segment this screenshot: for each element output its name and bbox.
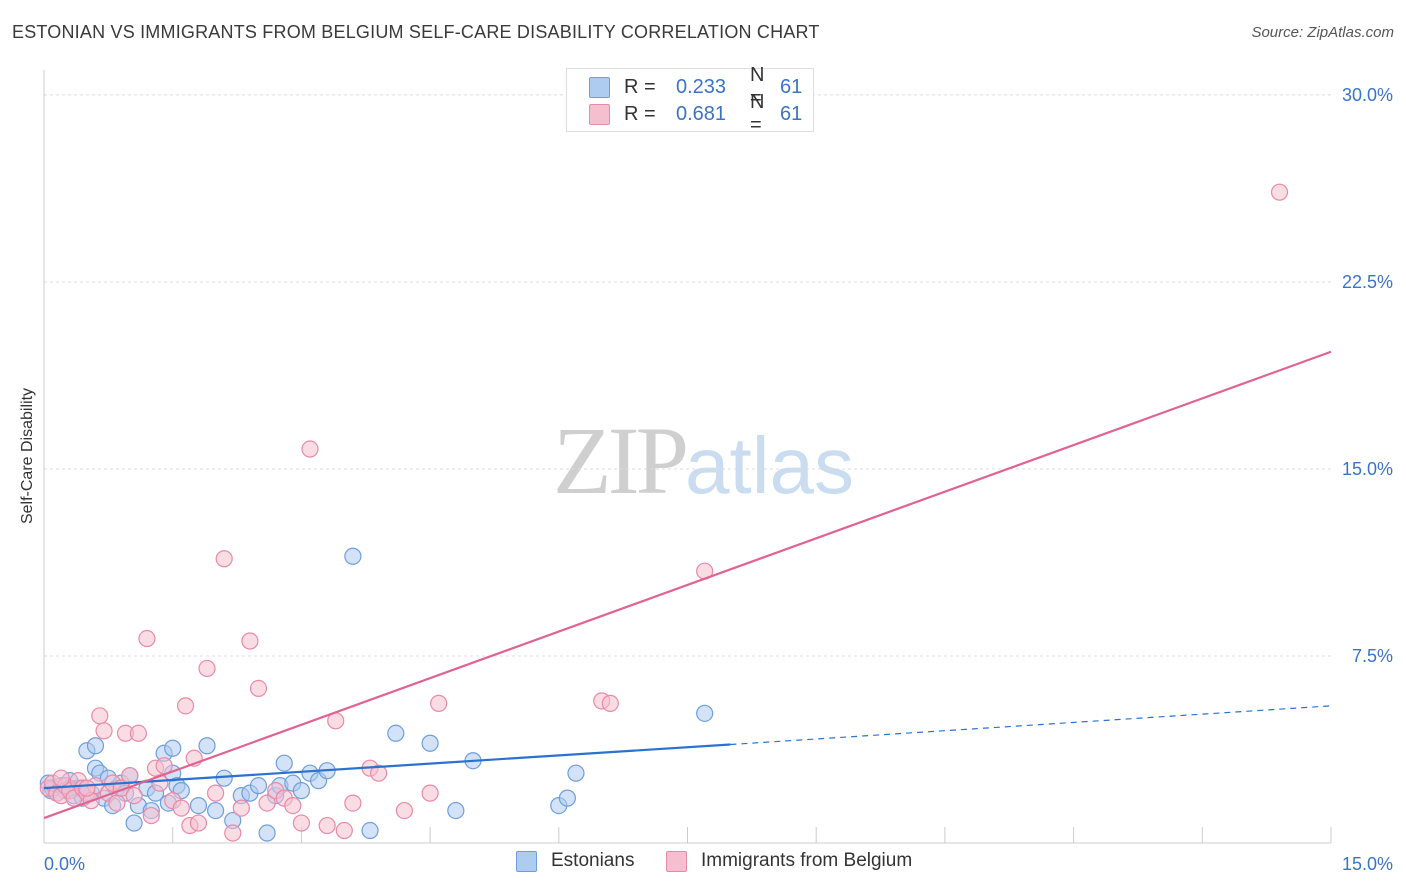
point-belgium [430,694,448,712]
point-estonians [292,782,310,800]
point-estonians [275,754,293,772]
point-estonians [198,737,216,755]
chart-title: ESTONIAN VS IMMIGRANTS FROM BELGIUM SELF… [12,22,820,42]
point-estonians [387,724,405,742]
legend-r-label: R = [624,102,656,125]
legend-label-estonians: Estonians [551,850,635,871]
legend-r-value: 0.233 [676,75,727,98]
point-belgium [241,632,259,650]
point-estonians [567,764,585,782]
legend-n-value: 61 [780,75,803,98]
point-belgium [215,550,233,568]
point-belgium [344,794,362,812]
watermark: ZIPatlas [553,405,854,516]
legend-n-value: 61 [780,102,803,125]
legend-swatch-belgium [589,103,610,125]
point-estonians [558,789,576,807]
point-estonians [696,704,714,722]
source-label: Source: ZipAtlas.com [1251,24,1394,41]
trendline-belgium [43,350,1332,820]
watermark-atlas: atlas [685,421,854,510]
legend-row-estonians: R = 0.233 N = 61 [589,64,803,109]
point-belgium [108,794,126,812]
point-estonians [249,777,268,795]
point-belgium [421,784,439,802]
point-belgium [318,816,336,835]
point-belgium [601,694,619,712]
point-belgium [292,814,310,832]
point-estonians [86,737,105,755]
point-belgium [198,659,216,678]
point-estonians [164,739,182,757]
point-belgium [189,814,208,832]
legend-row-belgium: R = 0.681 N = 61 [589,91,803,136]
point-belgium [207,784,225,802]
legend-label-belgium: Immigrants from Belgium [701,850,913,871]
point-belgium [284,796,302,815]
legend-item-belgium: Immigrants from Belgium [666,850,912,872]
point-belgium [301,440,319,458]
point-estonians [344,547,362,565]
point-belgium [335,821,353,840]
point-estonians [215,769,233,787]
point-belgium [125,787,143,805]
point-belgium [91,707,109,725]
legend-r-value: 0.681 [676,102,727,125]
point-belgium [129,724,147,742]
x-tick-label: 0.0% [44,854,85,874]
point-belgium [78,779,96,797]
legend-n-label: N = [750,64,765,109]
legend-swatch-estonians [516,850,537,872]
y-tick-label: 7.5% [1352,646,1393,666]
point-estonians [207,801,225,820]
point-belgium [224,824,242,842]
point-belgium [1270,183,1289,201]
legend-item-estonians: Estonians [516,850,634,872]
point-estonians [125,814,143,832]
point-estonians [258,824,276,842]
point-estonians [189,796,208,815]
point-belgium [232,799,250,817]
y-tick-label: 22.5% [1342,272,1393,292]
point-belgium [176,697,195,715]
point-belgium [95,722,113,740]
point-belgium [52,769,70,787]
watermark-zip: ZIP [553,407,689,514]
point-belgium [172,799,190,817]
point-estonians [361,821,379,840]
trendline-estonians [43,743,731,790]
point-belgium [370,764,388,782]
point-estonians [421,734,439,752]
point-belgium [249,679,268,698]
legend-n-label: N = [750,91,765,136]
point-belgium [155,757,173,775]
point-belgium [395,801,413,820]
correlation-legend: R = 0.233 N = 61 R = 0.681 N = 61 [566,64,814,136]
x-tick-label: 15.0% [1342,854,1393,874]
legend-swatch-belgium [666,850,687,872]
point-belgium [258,794,276,812]
legend-swatch-estonians [589,76,610,98]
y-tick-label: 15.0% [1342,459,1393,479]
point-belgium [138,629,156,648]
point-belgium [142,806,160,825]
legend-r-label: R = [624,75,656,98]
trendline-extension-estonians [730,705,1332,746]
y-tick-label: 30.0% [1342,85,1393,105]
point-estonians [447,801,465,820]
series-legend: Estonians Immigrants from Belgium [0,850,1406,880]
